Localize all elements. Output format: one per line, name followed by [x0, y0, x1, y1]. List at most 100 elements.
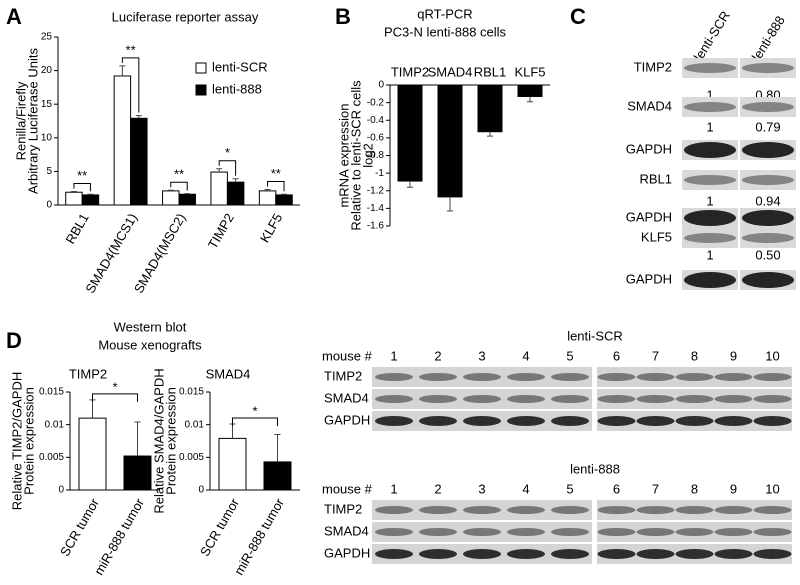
- blot-band: [507, 549, 545, 559]
- error-bar: [281, 193, 288, 195]
- y-axis-label: Protein expression: [163, 387, 178, 495]
- blot-band: [507, 528, 545, 536]
- error-bar: [216, 168, 223, 173]
- y-tick-label: 0: [58, 485, 64, 496]
- y-tick-label: 20: [41, 65, 53, 76]
- y-axis-label: Arbitrary Luciferase Units: [25, 48, 40, 194]
- blot-band: [375, 506, 413, 514]
- y-tick-label: 15: [41, 99, 53, 110]
- quantification: 1: [706, 119, 713, 134]
- legend-swatch: [195, 62, 207, 74]
- y-axis-label: log2: [360, 143, 375, 168]
- y-tick-label: -1.4: [367, 203, 385, 214]
- blot-band: [463, 373, 501, 381]
- blot-band: [684, 63, 736, 73]
- blot-band: [419, 416, 457, 426]
- blot-band: [753, 528, 792, 536]
- bar: [130, 117, 148, 206]
- bar: [226, 181, 245, 206]
- panel-letter: B: [335, 4, 351, 29]
- blot-band: [597, 528, 636, 536]
- bar: [397, 84, 423, 182]
- row-label: GAPDH: [626, 209, 672, 224]
- blot-band: [753, 395, 792, 403]
- lane-number: 10: [765, 481, 779, 496]
- chart-title: Luciferase reporter assay: [112, 9, 259, 24]
- y-tick-label: -1.6: [367, 221, 385, 232]
- blot-band: [375, 528, 413, 536]
- chart-title: PC3-N lenti-888 cells: [384, 24, 507, 39]
- y-axis-label: Relative SMAD4/GAPDH: [151, 368, 166, 513]
- row-label: SMAD4: [324, 523, 369, 538]
- significance-bracket: [73, 183, 91, 192]
- blot-band: [753, 373, 792, 381]
- x-tick-label: SMAD4(MCS1): [82, 211, 140, 296]
- x-tick-label: SMAD4: [428, 64, 473, 79]
- bar: [517, 84, 543, 97]
- bar: [258, 190, 277, 206]
- lane-number: 5: [566, 481, 573, 496]
- blot-band: [753, 416, 792, 426]
- lane-number: 3: [478, 348, 485, 363]
- column-label: lenti-SCR: [691, 8, 733, 63]
- error-bar: [135, 115, 142, 119]
- blot-band: [551, 373, 589, 381]
- blot-band: [551, 506, 589, 514]
- heading: Mouse xenografts: [98, 337, 202, 352]
- bar: [263, 461, 292, 491]
- lane-number: 4: [522, 481, 529, 496]
- blot-band: [419, 395, 457, 403]
- row-label: RBL1: [639, 171, 672, 186]
- bar: [78, 417, 107, 491]
- heading: Western blot: [114, 319, 187, 334]
- y-tick-label: 0.01: [185, 419, 205, 430]
- blot-band: [714, 528, 753, 536]
- bar: [123, 455, 152, 491]
- lane-label: mouse #: [322, 481, 373, 496]
- lane-number: 7: [652, 481, 659, 496]
- blot-band: [419, 528, 457, 536]
- blot-band: [419, 506, 457, 514]
- blot-band: [742, 102, 794, 112]
- error-bar: [167, 189, 174, 191]
- blot-band: [551, 549, 589, 559]
- lane-number: 4: [522, 348, 529, 363]
- blot-band: [742, 63, 794, 73]
- y-tick-label: 25: [41, 32, 53, 43]
- y-axis-label: Relative to lenti-SCR cells: [348, 80, 363, 231]
- blot-band: [463, 549, 501, 559]
- error-bar: [70, 191, 77, 193]
- blot-band: [463, 528, 501, 536]
- error-bar: [134, 421, 141, 457]
- column-label: lenti-888: [749, 13, 788, 63]
- bar: [65, 191, 83, 206]
- blot-band: [463, 506, 501, 514]
- blot-band: [375, 395, 413, 403]
- error-bar: [447, 196, 453, 212]
- chart-title: qRT-PCR: [417, 6, 472, 21]
- error-bar: [264, 189, 271, 191]
- row-label: SMAD4: [627, 98, 672, 113]
- lane-number: 9: [730, 481, 737, 496]
- significance-bracket: [121, 57, 140, 113]
- y-tick-label: 5: [46, 166, 52, 177]
- blot-band: [463, 416, 501, 426]
- blot-band: [684, 142, 736, 158]
- significance: **: [77, 168, 87, 183]
- blot-band: [551, 528, 589, 536]
- blot-band: [375, 416, 413, 426]
- y-tick-label: 0: [378, 80, 384, 91]
- significance: *: [225, 145, 230, 160]
- blot-band: [419, 373, 457, 381]
- blot-band: [597, 395, 636, 403]
- y-tick-label: 0.015: [39, 387, 64, 398]
- row-label: SMAD4: [324, 390, 369, 405]
- lane-number: 2: [434, 348, 441, 363]
- blot-band: [597, 549, 636, 559]
- y-tick-label: 0.005: [39, 452, 64, 463]
- panel-letter: C: [570, 4, 586, 29]
- y-tick-label: -1: [375, 168, 384, 179]
- blot-band: [714, 395, 753, 403]
- blot-band: [753, 549, 792, 559]
- lane-number: 6: [613, 348, 620, 363]
